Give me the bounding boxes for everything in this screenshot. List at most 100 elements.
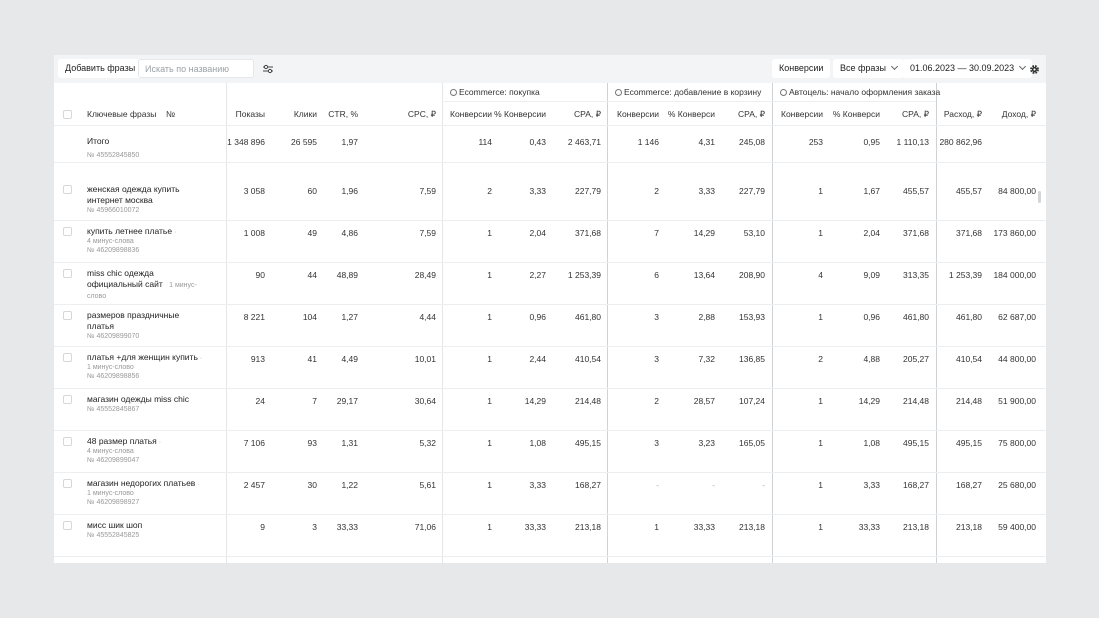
cell-shows: 3 058 (243, 186, 265, 196)
keyword-text[interactable]: магазин одежды miss chic (87, 394, 190, 404)
keyword-text[interactable]: 48 размер платья (87, 436, 157, 446)
col-ctr[interactable]: CTR, % (328, 109, 358, 119)
cell-income: 173 860,00 (993, 228, 1036, 238)
keyword-text[interactable]: магазин недорогих платьев (87, 478, 196, 488)
col-shows[interactable]: Показы (235, 109, 265, 119)
col-income[interactable]: Доход, ₽ (1001, 109, 1036, 119)
keyword-text[interactable]: женская одежда купить (87, 184, 180, 194)
keyword-text-cont[interactable]: интернет москва (87, 195, 153, 205)
cell-g2-pct: 28,57 (693, 396, 715, 406)
select-all-checkbox[interactable] (63, 110, 72, 119)
date-range-picker[interactable]: 01.06.2023 — 30.09.2023 (903, 59, 1033, 78)
row-divider (54, 472, 1046, 473)
cell-g3-pct: 14,29 (858, 396, 880, 406)
cell-g2-conv: 3 (654, 312, 659, 322)
row-divider (54, 220, 1046, 221)
search-input[interactable]: Искать по названию (138, 59, 254, 78)
keyword-cell: женская одежда купить интернет москва № 45… (87, 184, 207, 215)
cell-g2-pct: 3,23 (698, 438, 715, 448)
statistics-table: Ecommerce: покупка Ecommerce: добавление… (54, 83, 1046, 563)
row-checkbox[interactable] (63, 227, 72, 236)
keyword-text-cont[interactable]: официальный сайт (87, 279, 163, 289)
vertical-scrollbar[interactable] (1038, 191, 1041, 203)
col-g2-conversions[interactable]: Конверсии (617, 109, 659, 119)
cell-g2-cpa: 107,24 (739, 396, 765, 406)
cell-g1-conv: 1 (487, 354, 492, 364)
cell-g3-pct: 1,08 (863, 438, 880, 448)
keyword-text[interactable]: miss chic одежда (87, 268, 154, 278)
goal-header-checkout: Автоцель: начало оформления заказа (780, 87, 940, 97)
keyword-text[interactable]: платья +для женщин купить (87, 352, 198, 362)
col-g2-cpa[interactable]: CPA, ₽ (738, 109, 765, 119)
col-g1-cpa[interactable]: CPA, ₽ (574, 109, 601, 119)
column-divider (442, 83, 443, 563)
negative-keywords-line: 1 минус-слово (87, 489, 207, 498)
cell-shows: 2 457 (243, 480, 265, 490)
cell-g1-conv: 1 (487, 438, 492, 448)
row-checkbox[interactable] (63, 353, 72, 362)
col-g1-conversions[interactable]: Конверсии (450, 109, 492, 119)
goal-label: Ecommerce: добавление в корзину (624, 87, 762, 97)
cell-g3-cpa: 213,18 (903, 522, 929, 532)
keyword-text[interactable]: купить летнее платье (87, 226, 173, 236)
cell-g3-cpa: 313,35 (903, 270, 929, 280)
cell-g1-conv: 1 (487, 228, 492, 238)
row-checkbox[interactable] (63, 479, 72, 488)
col-g2-conv-pct[interactable]: % Конверси (667, 109, 715, 119)
row-checkbox[interactable] (63, 185, 72, 194)
cell-g2-conv: 2 (654, 396, 659, 406)
cell-clicks: 60 (307, 186, 317, 196)
goal-icon (450, 89, 457, 96)
row-checkbox[interactable] (63, 269, 72, 278)
col-clicks[interactable]: Клики (293, 109, 317, 119)
cell-g1-pct: 1,08 (529, 438, 546, 448)
col-spend[interactable]: Расход, ₽ (943, 109, 982, 119)
negative-keywords-link[interactable]: 1 минус-слово (87, 282, 197, 300)
cell-g1-cpa: 168,27 (575, 480, 601, 490)
row-checkbox[interactable] (63, 521, 72, 530)
negative-keywords-link[interactable]: 4 минус-слова (87, 448, 134, 455)
conversions-button[interactable]: Конверсии (772, 59, 831, 78)
negative-keywords-link[interactable]: 4 минус-слова (87, 238, 134, 245)
add-phrases-button[interactable]: Добавить фразы (58, 59, 143, 78)
phrase-id: № 45552845825 (87, 532, 140, 539)
col-g3-cpa[interactable]: CPA, ₽ (902, 109, 929, 119)
row-checkbox[interactable] (63, 311, 72, 320)
keyword-cell: miss chic одежда официальный сайт 1 минус… (87, 268, 207, 301)
negative-keywords-link[interactable]: 1 минус-слово (87, 490, 134, 497)
keyword-cell: платья +для женщин купить · 1 минус-слово… (87, 352, 207, 381)
cell-ctr: 4,49 (341, 354, 358, 364)
cell-g1-conv: 1 (487, 312, 492, 322)
col-g1-conv-pct[interactable]: % Конверсии (494, 109, 546, 119)
cell-ctr: 33,33 (336, 522, 358, 532)
cell-g1-cpa: 461,80 (575, 312, 601, 322)
goal-header-cart: Ecommerce: добавление в корзину (615, 87, 761, 97)
negative-keywords-link[interactable]: 1 минус-слово (87, 364, 134, 371)
column-divider (772, 83, 773, 563)
cell-g3-pct: 4,88 (863, 354, 880, 364)
col-g3-conv-pct[interactable]: % Конверси (832, 109, 880, 119)
keyword-text[interactable]: размеров праздничные платья (87, 310, 180, 331)
column-divider (607, 83, 608, 563)
cell-g3-conv: 1 (818, 438, 823, 448)
cell-income: 184 000,00 (993, 270, 1036, 280)
totals-g1-conv: 114 (478, 137, 492, 147)
cell-g1-conv: 2 (487, 186, 492, 196)
cell-g1-cpa: 213,18 (575, 522, 601, 532)
filter-settings-icon[interactable] (259, 60, 277, 78)
col-g3-conversions[interactable]: Конверсии (781, 109, 823, 119)
all-phrases-dropdown[interactable]: Все фразы (833, 59, 904, 78)
row-checkbox[interactable] (63, 437, 72, 446)
col-cpc[interactable]: CPC, ₽ (407, 109, 436, 119)
goal-label: Автоцель: начало оформления заказа (789, 87, 941, 97)
report-panel: Добавить фразы Искать по названию Конвер… (54, 55, 1046, 563)
gear-icon[interactable] (1025, 60, 1043, 78)
chevron-down-icon (890, 62, 898, 71)
row-divider (54, 388, 1046, 389)
col-keyword[interactable]: Ключевые фразы (87, 109, 157, 119)
row-checkbox[interactable] (63, 395, 72, 404)
cell-g1-cpa: 371,68 (575, 228, 601, 238)
col-number[interactable]: № (166, 109, 176, 119)
cell-clicks: 3 (312, 522, 317, 532)
keyword-text[interactable]: мисс шик шоп (87, 520, 143, 530)
